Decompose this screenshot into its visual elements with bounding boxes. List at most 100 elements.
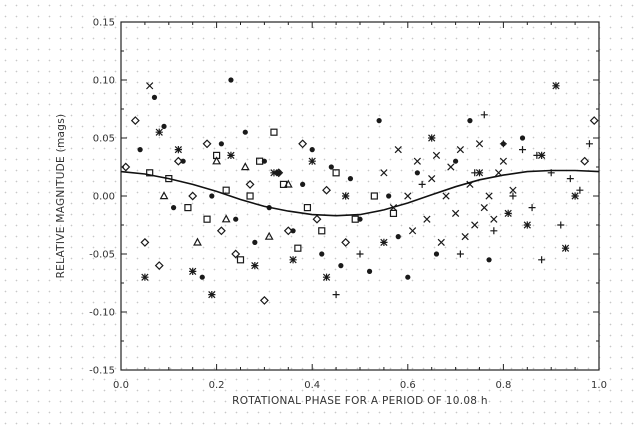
data-point-open-square [351,215,359,223]
data-point-filled-circle [366,268,373,274]
data-point-plus [490,227,498,235]
y-tick-label: 0.05 [93,134,115,145]
data-point-filled-circle [218,141,224,147]
data-point-x-cross [428,174,436,183]
data-point-x-cross [394,145,402,154]
data-point-filled-circle [347,176,354,182]
data-point-x-cross [437,238,445,247]
data-point-x-cross [423,215,431,223]
data-point-asterisk [174,145,182,154]
y-tick-label: -0.10 [89,308,115,319]
data-point-filled-circle [486,257,492,263]
data-point-filled-circle [137,147,143,153]
data-point-open-diamond [274,168,284,178]
data-point-asterisk [380,238,388,247]
data-point-open-diamond [245,179,255,189]
data-point-open-triangle [159,191,169,200]
data-point-filled-circle [161,123,167,129]
data-point-open-diamond [231,249,241,259]
x-tick-label: 0.2 [209,380,225,391]
data-point-filled-circle [252,239,258,245]
data-point-asterisk [571,192,579,200]
data-point-x-cross [432,151,441,160]
data-point-plus [557,221,565,229]
data-point-open-diamond [259,295,269,305]
data-point-open-square [270,128,278,136]
data-point-open-square [222,186,230,194]
data-point-open-diamond [312,214,322,224]
data-point-open-diamond [188,191,198,201]
data-point-open-square [318,227,326,235]
data-point-asterisk [428,134,436,142]
data-point-plus [509,192,517,200]
data-point-open-diamond [589,116,599,126]
data-point-open-diamond [173,156,183,166]
data-point-filled-circle [300,181,306,187]
data-point-filled-circle [242,129,248,135]
data-point-x-cross [480,203,488,212]
data-point-asterisk [155,128,163,136]
data-point-asterisk [475,169,484,177]
data-point-x-cross [413,157,421,165]
data-point-asterisk [342,192,350,200]
data-point-x-cross [447,163,455,171]
x-tick-label: 0.4 [304,380,320,391]
data-point-asterisk [141,273,149,281]
data-point-open-diamond [341,237,351,247]
data-point-x-cross [499,157,508,165]
data-point-asterisk [289,256,297,264]
data-point-open-triangle [193,237,202,246]
data-point-filled-circle [338,263,344,269]
data-point-filled-circle [519,135,526,141]
data-point-open-diamond [298,139,308,149]
data-point-open-square [303,204,312,212]
data-point-x-cross [451,209,460,218]
data-point-filled-circle [405,274,411,280]
data-point-plus [499,140,507,148]
data-point-filled-circle [170,205,177,211]
data-point-filled-circle [319,251,325,257]
data-point-asterisk [308,157,316,165]
data-point-plus [356,250,364,258]
data-point-open-square [370,192,378,200]
data-point-filled-circle [467,118,473,124]
x-tick-label: 0.6 [400,380,416,391]
data-point-open-triangle [221,214,231,223]
data-point-plus [538,256,546,264]
data-point-open-diamond [140,237,150,247]
data-point-filled-circle [180,158,186,164]
data-point-filled-circle [276,170,282,176]
data-point-open-square [246,192,254,200]
data-point-asterisk [322,273,331,281]
data-point-x-cross [461,232,469,241]
plot-frame [120,21,600,371]
data-point-filled-circle [433,251,440,257]
data-point-x-cross [456,145,465,154]
data-point-open-diamond [283,226,293,236]
data-point-plus [519,146,527,154]
data-point-asterisk [552,82,560,90]
data-point-asterisk [538,151,546,160]
data-point-asterisk [208,290,216,299]
data-point-asterisk [523,221,531,229]
data-point-plus [566,175,574,183]
data-point-open-triangle [283,179,293,188]
x-axis-title: ROTATIONAL PHASE FOR A PERIOD OF 10.08 h [232,395,488,407]
data-point-open-triangle [264,231,274,240]
data-point-plus [418,180,426,188]
data-point-x-cross [408,227,417,235]
data-point-filled-circle [386,193,392,199]
data-point-filled-circle [151,94,158,100]
data-point-plus [480,111,488,119]
data-point-asterisk [270,169,278,177]
data-point-open-triangle [240,162,250,171]
data-point-x-cross [475,140,484,148]
x-tick-label: 1.0 [591,380,607,391]
data-point-filled-circle [309,147,315,153]
data-point-open-diamond [202,139,212,149]
data-point-plus [528,204,536,212]
data-point-filled-circle [376,118,382,124]
data-point-open-square [332,169,340,177]
data-point-plus [585,140,593,148]
data-point-x-cross [380,169,388,177]
